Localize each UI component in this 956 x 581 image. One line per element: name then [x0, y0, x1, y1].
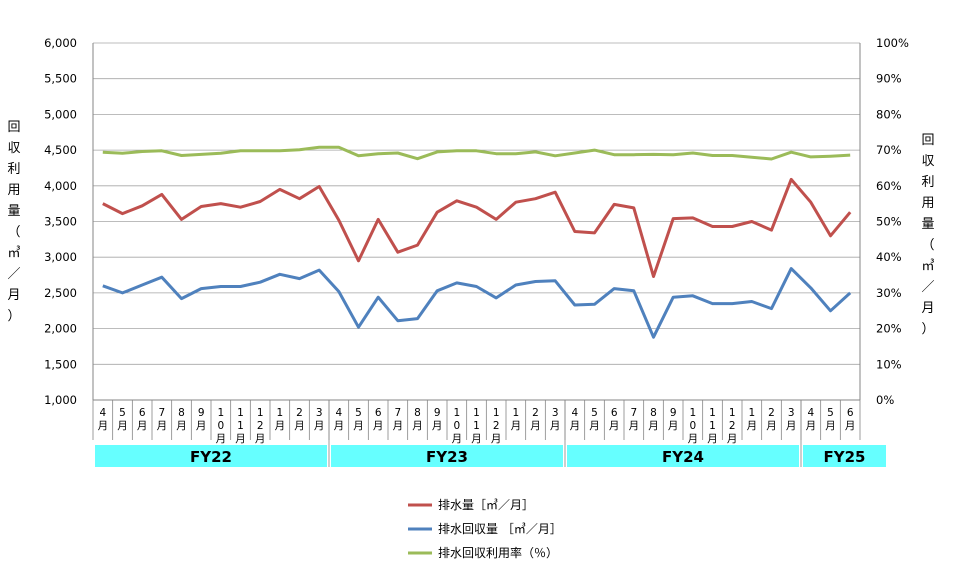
fiscal-year-band: [331, 445, 563, 467]
y-axis-title-right: 回収利用量（㎥／月）: [921, 133, 934, 337]
series-line-3: [102, 145, 851, 161]
y-right-tick-label: 100%: [876, 36, 909, 50]
y-right-tick-label: 70%: [876, 143, 902, 157]
fiscal-year-label: FY24: [662, 448, 704, 466]
series-line-1: [102, 177, 852, 278]
legend-label: 排水量［㎥／月］: [438, 498, 534, 512]
y-left-tick-label: 4,500: [44, 143, 77, 157]
y-right-tick-label: 90%: [876, 72, 902, 86]
y-left-tick-label: 1,000: [44, 393, 77, 407]
y-right-tick-label: 10%: [876, 357, 902, 371]
fiscal-year-label: FY22: [190, 448, 232, 466]
fiscal-year-band: [803, 445, 886, 467]
y-right-tick-label: 60%: [876, 179, 902, 193]
y-right-tick-label: 0%: [876, 393, 894, 407]
fiscal-year-band: [95, 445, 327, 467]
y-right-tick-label: 50%: [876, 215, 902, 229]
y-left-tick-label: 2,000: [44, 322, 77, 336]
y-right-tick-label: 20%: [876, 322, 902, 336]
fiscal-year-label: FY23: [426, 448, 468, 466]
legend-label: 排水回収利用率（％）: [438, 545, 558, 560]
y-right-tick-label: 40%: [876, 250, 902, 264]
fiscal-year-band: [567, 445, 799, 467]
y-left-tick-label: 5,000: [44, 107, 77, 121]
y-left-tick-label: 4,000: [44, 179, 77, 193]
fiscal-year-label: FY25: [824, 448, 866, 466]
y-left-tick-label: 6,000: [44, 36, 77, 50]
y-left-tick-label: 3,000: [44, 250, 77, 264]
legend-label: 排水回収量 ［㎥／月］: [438, 522, 562, 536]
y-axis-title-left: 回収利用量（㎥／月）: [7, 120, 20, 324]
y-left-tick-label: 5,500: [44, 72, 77, 86]
y-left-tick-label: 2,500: [44, 286, 77, 300]
y-right-tick-label: 30%: [876, 286, 902, 300]
y-right-tick-label: 80%: [876, 107, 902, 121]
y-left-tick-label: 3,500: [44, 215, 77, 229]
y-left-tick-label: 1,500: [44, 357, 77, 371]
series-line-2: [102, 267, 852, 339]
